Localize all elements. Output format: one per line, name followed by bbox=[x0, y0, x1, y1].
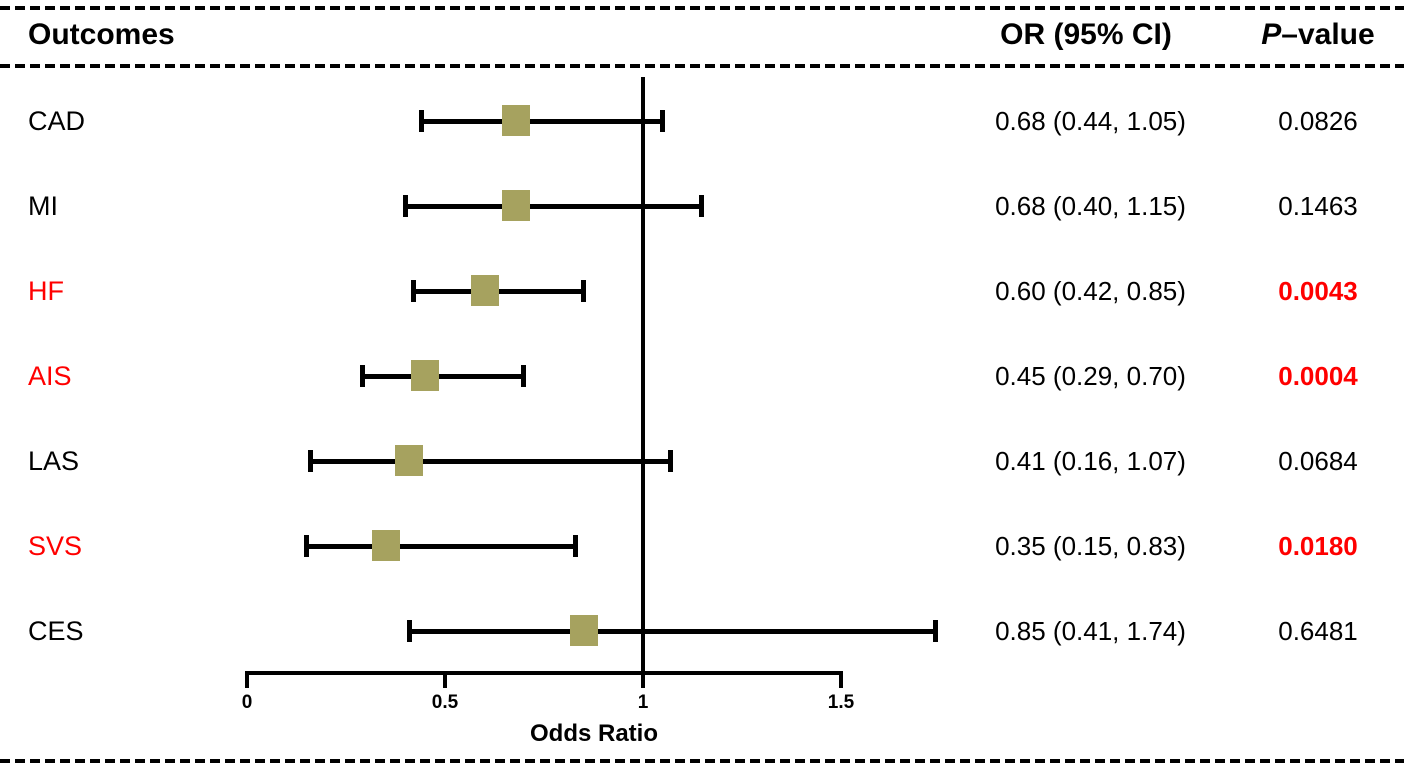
x-axis-tick-label: 0 bbox=[241, 692, 253, 713]
ci-whisker-line bbox=[310, 459, 671, 464]
or-point-marker bbox=[371, 530, 400, 561]
or-ci-value: 0.60 (0.42, 0.85) bbox=[995, 276, 1186, 306]
x-axis-tick-label: 0.5 bbox=[431, 692, 459, 713]
p-value: 0.0043 bbox=[1278, 276, 1358, 306]
p-value: 0.0180 bbox=[1278, 531, 1358, 561]
ci-cap-lower bbox=[411, 280, 417, 302]
outcome-label: LAS bbox=[28, 446, 80, 476]
ci-cap-upper bbox=[572, 535, 578, 557]
ci-cap-upper bbox=[580, 280, 586, 302]
x-axis-tick bbox=[839, 671, 843, 688]
bottom-border-dashed-line bbox=[0, 759, 1404, 763]
outcome-label: SVS bbox=[28, 531, 83, 561]
x-axis-tick-label: 1 bbox=[637, 692, 649, 713]
x-axis-tick bbox=[245, 671, 249, 688]
x-axis-tick-label: 1.5 bbox=[827, 692, 855, 713]
or-point-marker bbox=[569, 615, 598, 646]
or-point-marker bbox=[395, 445, 424, 476]
outcome-label: MI bbox=[28, 191, 58, 221]
or-point-marker bbox=[411, 360, 440, 391]
ci-cap-lower bbox=[419, 110, 425, 132]
ci-whisker-line bbox=[306, 544, 576, 549]
or-ci-value: 0.35 (0.15, 0.83) bbox=[995, 531, 1186, 561]
p-value: 0.1463 bbox=[1278, 191, 1358, 221]
header-separator-dashed-line bbox=[0, 64, 1404, 68]
outcome-label: AIS bbox=[28, 361, 72, 391]
or-point-marker bbox=[470, 275, 499, 306]
ci-cap-lower bbox=[359, 365, 365, 387]
ci-whisker-line bbox=[405, 204, 703, 209]
ci-cap-lower bbox=[304, 535, 310, 557]
x-axis-tick bbox=[641, 671, 645, 688]
or-ci-value: 0.85 (0.41, 1.74) bbox=[995, 616, 1186, 646]
or-ci-column-header: OR (95% CI) bbox=[1000, 18, 1172, 51]
p-value-header-suffix: –value bbox=[1281, 18, 1375, 51]
ci-cap-upper bbox=[699, 195, 705, 217]
outcome-label: CAD bbox=[28, 106, 86, 136]
or-point-marker bbox=[502, 190, 531, 221]
outcome-label: HF bbox=[28, 276, 64, 306]
reference-line-or-1 bbox=[641, 77, 645, 686]
p-value: 0.0684 bbox=[1278, 446, 1358, 476]
or-point-marker bbox=[502, 105, 531, 136]
or-ci-value: 0.68 (0.40, 1.15) bbox=[995, 191, 1186, 221]
x-axis-label: Odds Ratio bbox=[529, 720, 658, 747]
or-ci-value: 0.68 (0.44, 1.05) bbox=[995, 106, 1186, 136]
outcome-label: CES bbox=[28, 616, 84, 646]
p-value-column-header: P–value bbox=[1238, 18, 1398, 52]
ci-whisker-line bbox=[409, 629, 937, 634]
p-value-header-italic-p: P bbox=[1261, 18, 1282, 51]
p-value: 0.0826 bbox=[1278, 106, 1358, 136]
outcomes-column-header: Outcomes bbox=[28, 18, 175, 51]
ci-cap-lower bbox=[407, 620, 413, 642]
ci-whisker-line bbox=[421, 119, 663, 124]
or-ci-value: 0.45 (0.29, 0.70) bbox=[995, 361, 1186, 391]
or-ci-value: 0.41 (0.16, 1.07) bbox=[995, 446, 1186, 476]
ci-cap-lower bbox=[403, 195, 409, 217]
top-border-dashed-line bbox=[0, 6, 1404, 10]
ci-cap-upper bbox=[667, 450, 673, 472]
p-value: 0.0004 bbox=[1278, 361, 1358, 391]
ci-cap-upper bbox=[521, 365, 527, 387]
x-axis-tick bbox=[443, 671, 447, 688]
p-value: 0.6481 bbox=[1278, 616, 1358, 646]
ci-cap-lower bbox=[308, 450, 314, 472]
x-axis-line bbox=[245, 671, 843, 675]
ci-cap-upper bbox=[659, 110, 665, 132]
ci-cap-upper bbox=[933, 620, 939, 642]
ci-whisker-line bbox=[361, 374, 525, 379]
